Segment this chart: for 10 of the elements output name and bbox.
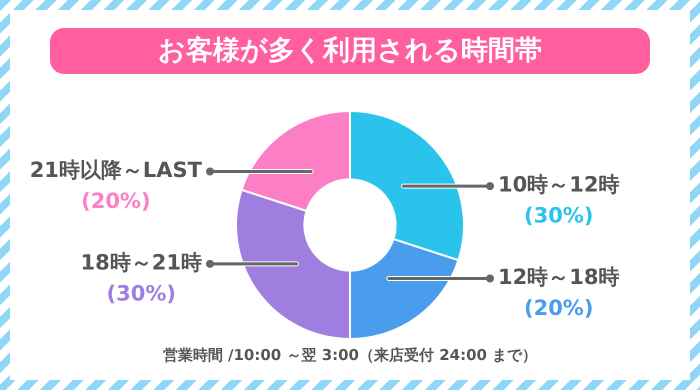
slice-label: 10時～12時: [498, 172, 620, 197]
text: 営業時間 /10:00 ～翌 3:00（来店受付 24:00 まで）: [162, 346, 538, 365]
slice-label: 18時～21時: [80, 250, 202, 274]
slice-label: 21時以降～LAST: [30, 158, 203, 182]
data-label: (20%): [81, 188, 151, 213]
chart-title: お客様が多く利用される時間帯: [50, 28, 650, 74]
data-label: (30%): [524, 204, 594, 228]
data-label: (30%): [106, 281, 176, 306]
data-label: (20%): [524, 296, 594, 320]
slice-label: 12時～18時: [498, 264, 620, 289]
